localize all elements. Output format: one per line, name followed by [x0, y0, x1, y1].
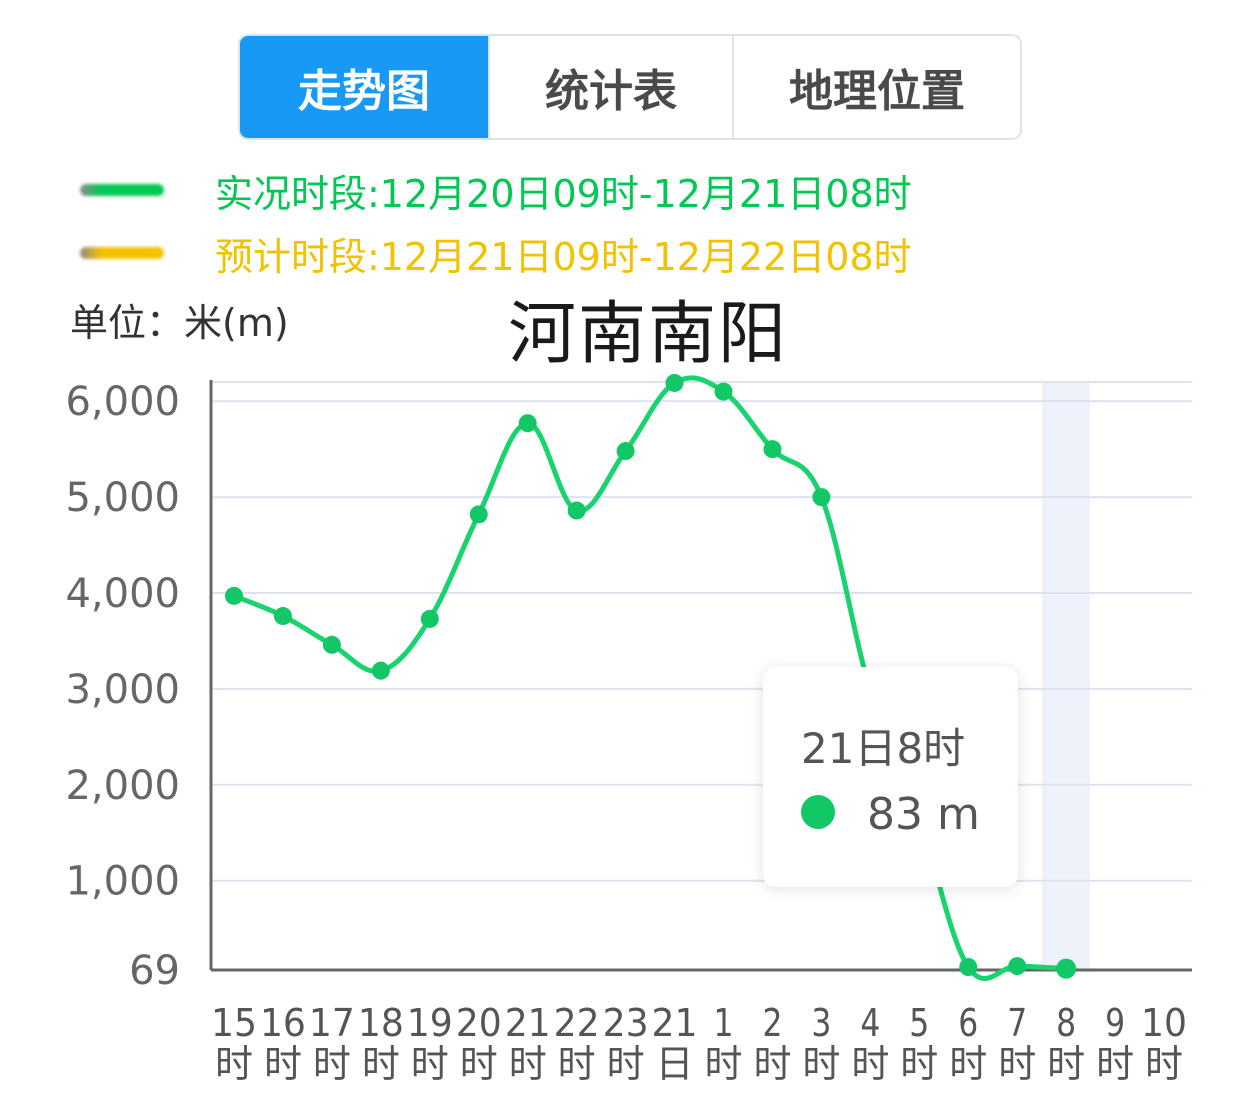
x-tick-label-unit: 时 — [1096, 1042, 1134, 1086]
x-tick-label: 1 — [714, 1001, 734, 1045]
x-tick-label: 17 — [309, 1001, 355, 1045]
data-point — [1008, 957, 1027, 976]
x-tick-label: 8 — [1056, 1001, 1076, 1045]
x-tick-label-unit: 时 — [900, 1042, 938, 1086]
x-tick-label: 19 — [407, 1001, 453, 1045]
x-tick-label-unit: 时 — [460, 1042, 498, 1086]
legend-forecast-swatch — [80, 247, 164, 259]
hover-highlight-band — [1042, 382, 1091, 970]
x-tick-label-unit: 时 — [264, 1042, 302, 1086]
x-tick-label: 16 — [260, 1001, 306, 1045]
data-point — [469, 505, 488, 524]
tooltip-time: 21日8时 — [801, 724, 966, 773]
x-tick-label-unit: 时 — [1047, 1042, 1085, 1086]
unit-label: 单位：米(m) — [70, 301, 289, 345]
data-point — [567, 501, 586, 520]
x-tick-label-unit: 时 — [949, 1042, 987, 1086]
x-tick-label: 22 — [554, 1001, 600, 1045]
x-tick-label: 20 — [456, 1001, 502, 1045]
tab-trend-chart[interactable]: 走势图 — [240, 36, 488, 138]
x-tick-label-unit: 时 — [998, 1042, 1036, 1086]
y-tick-label: 6,000 — [65, 379, 180, 425]
tooltip-series-dot — [801, 795, 835, 829]
data-point — [371, 661, 390, 680]
data-point — [273, 607, 292, 626]
view-tabs: 走势图 统计表 地理位置 — [238, 34, 1022, 140]
data-point — [616, 442, 635, 461]
data-point — [959, 958, 978, 977]
data-point — [812, 488, 831, 507]
data-point — [322, 635, 341, 654]
x-tick-label-unit: 时 — [362, 1042, 400, 1086]
x-tick-label: 6 — [958, 1001, 978, 1045]
x-tick-label-unit: 时 — [802, 1042, 840, 1086]
x-tick-label: 21 — [652, 1001, 698, 1045]
x-tick-label: 2 — [762, 1001, 782, 1045]
x-tick-label-unit: 时 — [558, 1042, 596, 1086]
y-tick-label: 3,000 — [65, 667, 180, 713]
x-tick-label: 15 — [211, 1001, 257, 1045]
x-tick-label: 3 — [811, 1001, 831, 1045]
y-tick-label: 1,000 — [65, 859, 180, 905]
x-tick-label-unit: 时 — [411, 1042, 449, 1086]
data-tooltip: 21日8时 83 m — [763, 667, 1018, 887]
y-tick-label: 4,000 — [65, 571, 180, 617]
tooltip-value: 83 m — [867, 789, 980, 840]
y-tick-label: 2,000 — [65, 763, 180, 809]
x-tick-label: 18 — [358, 1001, 404, 1045]
x-tick-label-unit: 时 — [215, 1042, 253, 1086]
x-tick-label-unit: 日 — [656, 1042, 694, 1086]
x-tick-label-unit: 时 — [607, 1042, 645, 1086]
x-tick-label: 4 — [860, 1001, 880, 1045]
data-point — [1056, 958, 1077, 979]
legend-observed-label: 实况时段:12月20日09时-12月21日08时 — [215, 171, 912, 216]
data-point — [518, 414, 537, 433]
data-point — [225, 586, 243, 605]
x-tick-label: 7 — [1007, 1001, 1027, 1045]
x-tick-label: 9 — [1105, 1001, 1125, 1045]
chart-title: 河南南阳 — [508, 295, 789, 374]
tab-statistics-table[interactable]: 统计表 — [488, 36, 732, 138]
x-tick-label: 21 — [505, 1001, 551, 1045]
data-point — [763, 440, 782, 459]
legend-observed-swatch — [80, 184, 164, 196]
data-point — [714, 382, 733, 401]
x-tick-label-unit: 时 — [851, 1042, 889, 1086]
legend-forecast-label: 预计时段:12月21日09时-12月22日08时 — [215, 234, 912, 279]
x-tick-label: 10 — [1141, 1001, 1187, 1045]
tab-geo-location[interactable]: 地理位置 — [732, 36, 1020, 138]
x-tick-label: 5 — [909, 1001, 929, 1045]
x-tick-label: 23 — [603, 1001, 649, 1045]
y-tick-label: 69 — [129, 948, 180, 994]
x-tick-label-unit: 时 — [313, 1042, 351, 1086]
x-tick-label-unit: 时 — [704, 1042, 742, 1086]
y-tick-label: 5,000 — [65, 475, 180, 521]
x-tick-label-unit: 时 — [509, 1042, 547, 1086]
x-tick-label-unit: 时 — [753, 1042, 791, 1086]
data-point — [420, 609, 439, 628]
x-tick-label-unit: 时 — [1145, 1042, 1183, 1086]
data-point — [665, 373, 684, 392]
